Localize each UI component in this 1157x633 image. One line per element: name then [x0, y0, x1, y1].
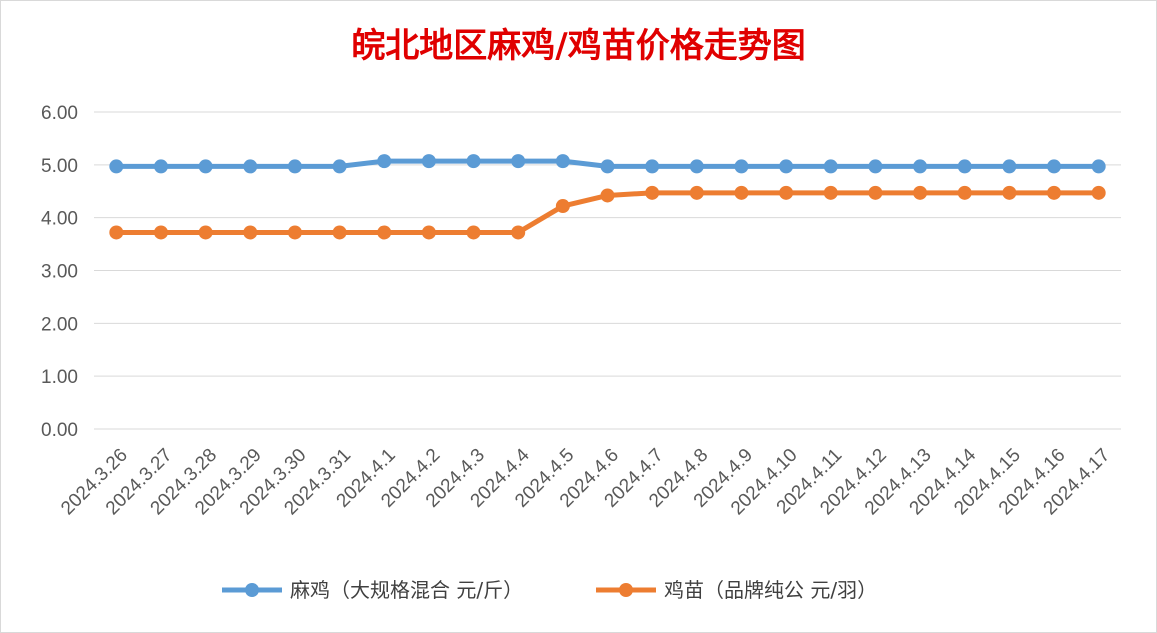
data-point	[868, 185, 883, 200]
data-point	[1047, 159, 1062, 174]
y-tick-label: 5.00	[41, 156, 78, 177]
data-point	[779, 159, 794, 174]
y-tick-label: 3.00	[41, 262, 78, 283]
chart-title: 皖北地区麻鸡/鸡苗价格走势图	[351, 26, 806, 66]
data-point	[913, 185, 928, 200]
series-1	[109, 154, 1106, 174]
data-point	[332, 159, 347, 174]
series-2	[109, 185, 1106, 240]
data-point	[421, 154, 436, 169]
data-point	[555, 199, 570, 214]
series-layer	[109, 154, 1106, 240]
legend: 麻鸡（大规格混合 元/斤） 鸡苗（品牌纯公 元/羽）	[222, 578, 877, 602]
data-point	[466, 154, 481, 169]
data-point	[868, 159, 883, 174]
legend-label: 麻鸡（大规格混合 元/斤）	[290, 578, 523, 602]
data-point	[734, 185, 749, 200]
data-point	[689, 159, 704, 174]
y-tick-label: 0.00	[41, 420, 78, 441]
legend-entry: 麻鸡（大规格混合 元/斤）	[222, 578, 523, 602]
y-tick-label: 1.00	[41, 367, 78, 388]
data-point	[689, 185, 704, 200]
data-point	[600, 188, 615, 203]
legend-marker	[619, 583, 633, 597]
data-point	[823, 159, 838, 174]
data-point	[511, 154, 526, 169]
data-point	[645, 185, 660, 200]
data-point	[734, 159, 749, 174]
data-point	[243, 225, 258, 240]
data-point	[957, 159, 972, 174]
data-point	[153, 225, 168, 240]
data-point	[779, 185, 794, 200]
data-point	[511, 225, 526, 240]
data-point	[153, 159, 168, 174]
data-point	[109, 159, 124, 174]
data-point	[466, 225, 481, 240]
data-point	[198, 159, 213, 174]
data-point	[332, 225, 347, 240]
legend-entry: 鸡苗（品牌纯公 元/羽）	[596, 578, 877, 602]
data-point	[1047, 185, 1062, 200]
data-point	[287, 159, 302, 174]
y-tick-label: 6.00	[41, 103, 78, 124]
legend-marker	[245, 583, 259, 597]
data-point	[1002, 185, 1017, 200]
y-tick-label: 4.00	[41, 209, 78, 230]
data-point	[1091, 159, 1106, 174]
data-point	[600, 159, 615, 174]
data-point	[377, 225, 392, 240]
legend-label: 鸡苗（品牌纯公 元/羽）	[664, 578, 877, 602]
y-axis-ticks: 0.00 1.00 2.00 3.00 4.00 5.00 6.00	[41, 103, 78, 441]
data-point	[1091, 185, 1106, 200]
data-point	[555, 154, 570, 169]
data-point	[957, 185, 972, 200]
data-point	[913, 159, 928, 174]
y-tick-label: 2.00	[41, 314, 78, 335]
data-point	[287, 225, 302, 240]
data-point	[109, 225, 124, 240]
data-point	[198, 225, 213, 240]
data-point	[1002, 159, 1017, 174]
data-point	[823, 185, 838, 200]
data-point	[421, 225, 436, 240]
data-point	[243, 159, 258, 174]
data-point	[645, 159, 660, 174]
data-point	[377, 154, 392, 169]
x-axis-ticks: 2024.3.262024.3.272024.3.282024.3.292024…	[57, 444, 1114, 519]
